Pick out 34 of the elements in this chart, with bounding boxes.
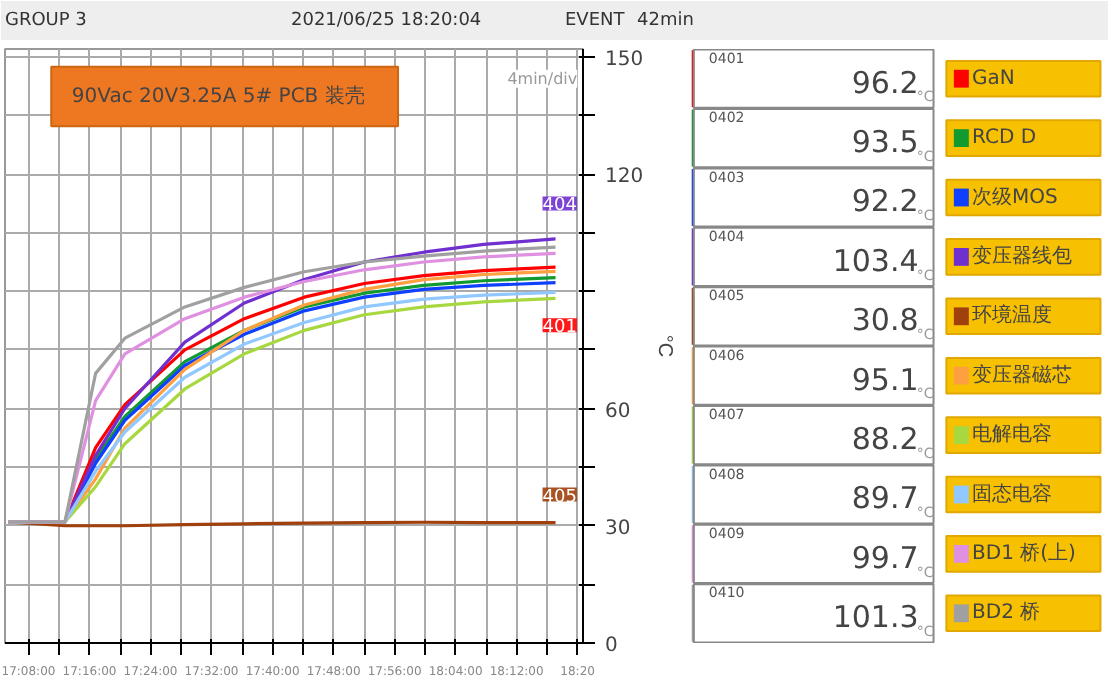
text: 89.7 bbox=[851, 480, 919, 517]
text: 101.3 bbox=[832, 599, 919, 636]
legend-label: BD2 桥 bbox=[972, 600, 1041, 625]
y-tick-label: 30 bbox=[605, 517, 631, 540]
annotation: 4min/div bbox=[507, 69, 578, 88]
text: 30.8 bbox=[851, 302, 919, 339]
y-tick-label: 120 bbox=[605, 166, 644, 189]
y-axis-title: °C bbox=[653, 334, 676, 358]
legend-label: 次级MOS bbox=[972, 184, 1058, 209]
text: 93.5 bbox=[851, 124, 919, 161]
y-tick-label: 60 bbox=[605, 400, 631, 423]
text: 88.2 bbox=[851, 421, 919, 458]
legend-label: 电解电容 bbox=[972, 422, 1053, 447]
legend-label: BD1 桥(上) bbox=[972, 540, 1077, 565]
legend-label: GaN bbox=[972, 67, 1015, 90]
legend-label: 固态电容 bbox=[972, 481, 1053, 506]
annotation: 405 bbox=[542, 487, 577, 508]
legend-label: 变压器磁芯 bbox=[972, 362, 1073, 387]
y-tick-label: 0 bbox=[605, 635, 618, 657]
legend-label: 环境温度 bbox=[972, 303, 1053, 328]
text: 90Vac 20V3.25A 5# PCB 装壳 bbox=[71, 83, 365, 108]
text: 42min bbox=[637, 11, 694, 31]
y-tick-label: 150 bbox=[605, 48, 644, 71]
text: GROUP 3 bbox=[5, 11, 87, 31]
annotation: 404 bbox=[542, 196, 578, 217]
text: 2021/06/25 18:20:04 bbox=[291, 11, 482, 31]
text: EVENT bbox=[565, 11, 626, 31]
text: 96.2 bbox=[851, 64, 919, 101]
text: 99.7 bbox=[851, 539, 919, 576]
text: 103.4 bbox=[832, 242, 919, 279]
legend-label: RCD D bbox=[972, 127, 1037, 150]
legend-label: 变压器线包 bbox=[972, 243, 1073, 268]
text: 92.2 bbox=[851, 183, 919, 220]
text: 95.1 bbox=[851, 361, 919, 398]
